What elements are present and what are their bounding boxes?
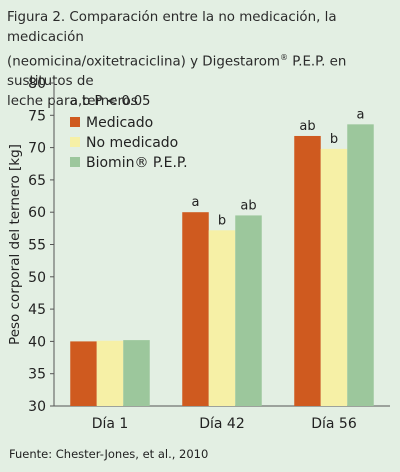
bar-data-label: a [357,107,365,122]
x-tick-label: Día 56 [311,416,357,432]
y-tick-label: 50 [28,270,46,286]
source-note: Fuente: Chester-Jones, et al., 2010 [9,447,209,461]
y-tick-label: 30 [28,399,46,415]
legend-label: Biomin® P.E.P. [86,155,188,171]
y-tick-label: 45 [28,302,46,318]
caption-line-2-end: P.E.P. en sustitutos de [7,54,347,90]
bar-data-label: b [330,132,338,147]
bar [320,148,348,406]
caption-line-3: leche para terneros [7,94,138,110]
x-tick-label: Día 1 [92,416,129,432]
bar [182,212,209,406]
legend-swatch [70,157,80,167]
bar-data-label: ab [299,119,315,134]
bar [208,230,236,406]
bar-data-label: ab [240,198,256,213]
y-tick-label: 40 [28,334,46,350]
bar [70,341,97,406]
bar-data-label: b [218,213,226,228]
significance-note: a,b P < 0.05 [70,94,150,109]
y-axis-title: Peso corporal del ternero [kg] [7,144,23,345]
caption-line-1: Figura 2. Comparación entre la no medica… [7,10,337,45]
y-tick-label: 55 [28,238,46,254]
y-tick-label: 35 [28,367,46,383]
y-tick-label: 60 [28,205,46,221]
legend-label: No medicado [86,135,178,151]
y-tick-label: 65 [28,173,46,189]
caption-line-2-start: (neomicina/oxitetraciclina) y Digestarom [7,54,280,70]
legend-swatch [70,137,80,147]
bar [96,340,124,406]
y-tick-label: 70 [28,141,46,157]
caption-line-2: (neomicina/oxitetraciclina) y Digestarom… [7,48,395,92]
bar [235,215,262,406]
y-tick-label: 75 [28,108,46,124]
figure-caption: Figura 2. Comparación entre la no medica… [7,8,395,112]
y-tick-label: 80 [28,76,46,92]
bar [294,135,321,407]
bar-data-label: a [192,195,200,210]
caption-registered-mark: ® [279,53,288,62]
bar [347,124,374,407]
x-tick-label: Día 42 [199,416,245,432]
bar [123,340,150,406]
legend-swatch [70,117,80,127]
legend-label: Medicado [86,115,153,131]
